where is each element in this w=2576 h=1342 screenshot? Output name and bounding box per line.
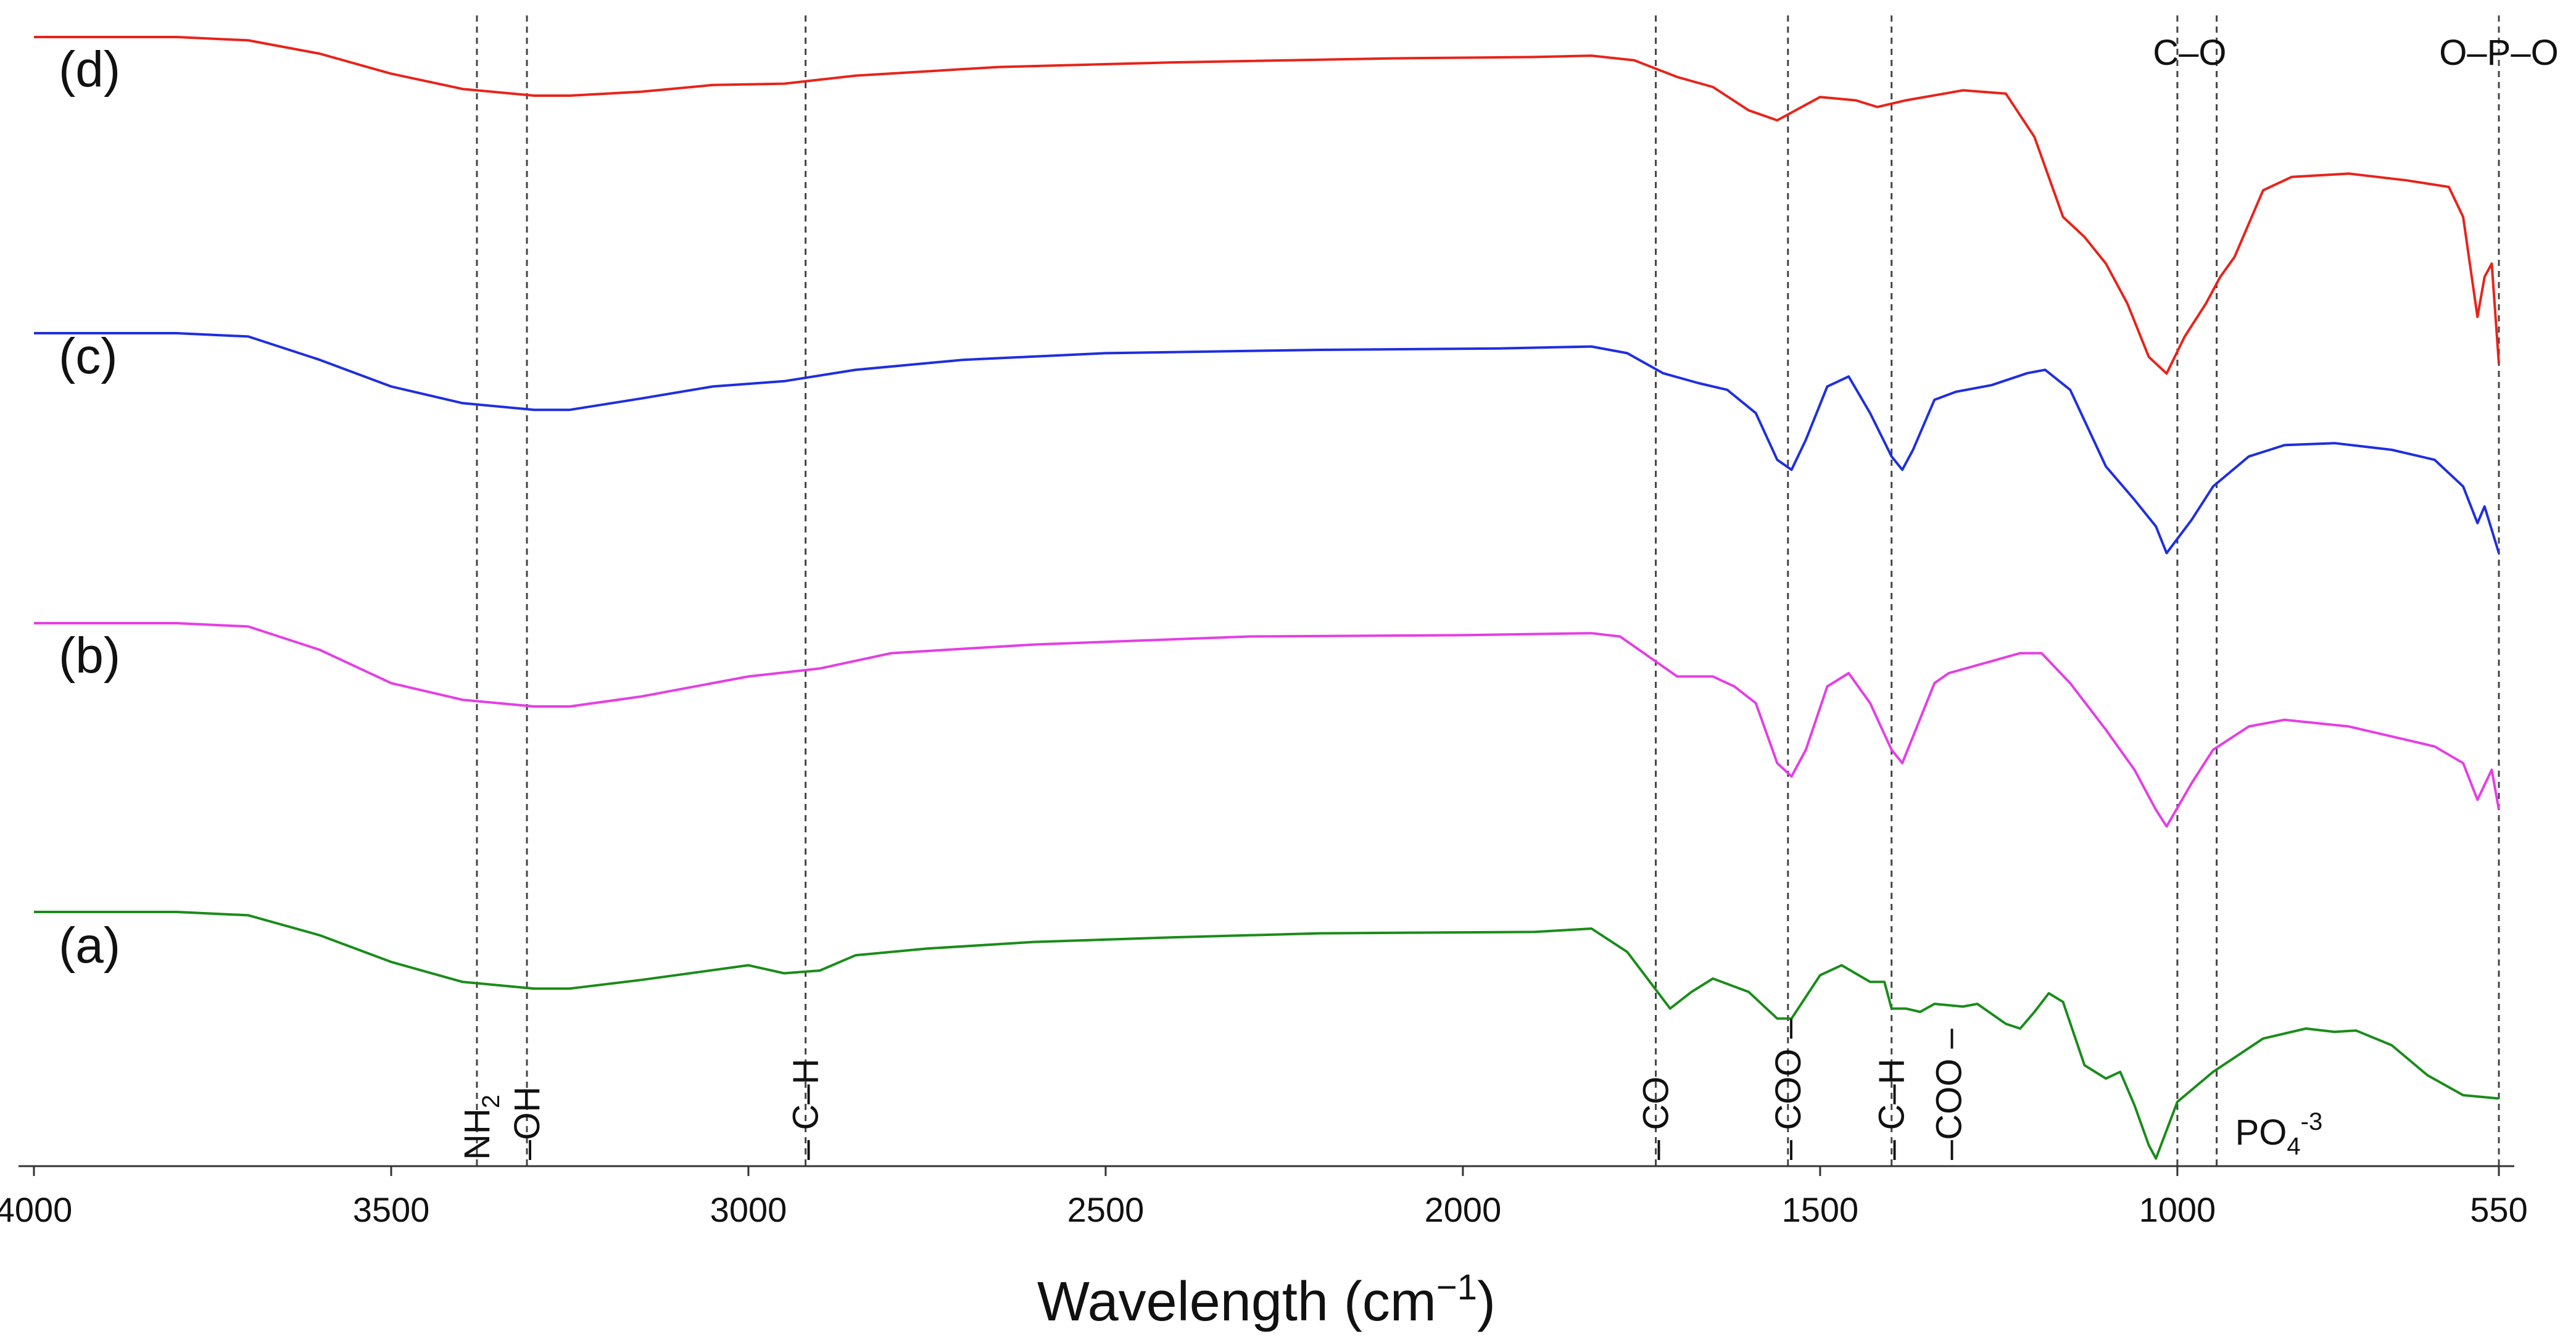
x-axis-label-close: ) bbox=[1477, 1271, 1496, 1333]
x-tick-label-550: 550 bbox=[2470, 1190, 2527, 1229]
series-label-c: (c) bbox=[59, 328, 118, 384]
series-line-b bbox=[34, 622, 2500, 828]
x-tick-label-2500: 2500 bbox=[1067, 1190, 1145, 1229]
annotation-label-co: – CO bbox=[1636, 1077, 1676, 1160]
series-group bbox=[34, 36, 2500, 1160]
x-tick-label-1000: 1000 bbox=[2139, 1190, 2216, 1229]
annotation-label-coo-2: –COO – bbox=[1929, 1029, 1969, 1160]
x-tick-label-3000: 3000 bbox=[710, 1190, 787, 1229]
annotation-labels: NH2 –OH – C–H – CO – COO – – C–H –COO – C–O PO4-… bbox=[457, 33, 2559, 1160]
annotation-label-c-o: C–O bbox=[2153, 33, 2226, 73]
x-tick-label-3500: 3500 bbox=[353, 1190, 430, 1229]
x-tick-label-2000: 2000 bbox=[1425, 1190, 1502, 1229]
x-tick-labels: 4000 3500 3000 2500 2000 1500 1000 550 bbox=[0, 1190, 2528, 1229]
annotation-label-coo-1: – COO – bbox=[1768, 1018, 1808, 1160]
x-ticks bbox=[33, 1166, 2500, 1176]
annotation-label-po4: PO4-3 bbox=[2235, 1108, 2323, 1160]
annotation-lines bbox=[476, 15, 2500, 1166]
annotation-label-nh2: NH2 bbox=[457, 1095, 505, 1160]
series-line-a bbox=[34, 911, 2499, 1160]
annotation-label-oh: –OH bbox=[507, 1087, 547, 1160]
x-axis-label-sup: −1 bbox=[1436, 1267, 1477, 1307]
series-line-c bbox=[34, 332, 2500, 555]
x-axis-label: Wavelength (cm−1) bbox=[1037, 1267, 1496, 1333]
annotation-label-ch-2: – C–H bbox=[1872, 1059, 1912, 1160]
series-labels: (a) (b) (c) (d) bbox=[59, 41, 120, 974]
annotation-label-ch-1: – C–H bbox=[786, 1059, 826, 1160]
x-tick-label-1500: 1500 bbox=[1782, 1190, 1859, 1229]
series-label-d: (d) bbox=[59, 41, 120, 97]
series-label-a: (a) bbox=[59, 917, 120, 974]
x-axis-label-main: Wavelength (cm bbox=[1037, 1271, 1436, 1333]
series-label-b: (b) bbox=[59, 628, 120, 684]
x-tick-label-4000: 4000 bbox=[0, 1190, 72, 1229]
annotation-label-o-p-o: O–P–O bbox=[2439, 33, 2558, 73]
series-line-d bbox=[34, 36, 2500, 375]
